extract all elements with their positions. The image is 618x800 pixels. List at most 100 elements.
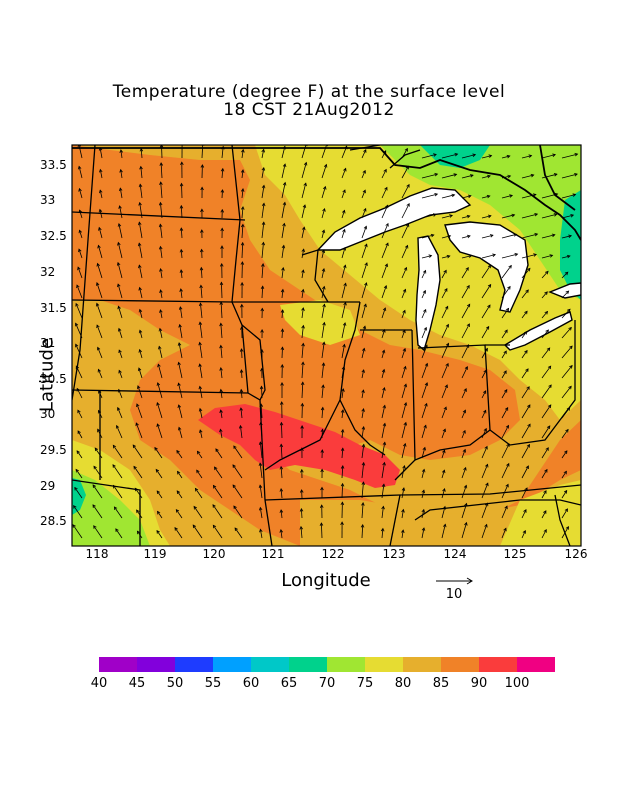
wind-vector bbox=[521, 155, 532, 159]
wind-vector bbox=[341, 483, 343, 499]
wind-vector bbox=[281, 309, 284, 319]
wind-vector bbox=[112, 445, 123, 459]
wind-vector-head bbox=[303, 182, 307, 187]
wind-vector-head bbox=[212, 484, 217, 489]
wind-vector-head bbox=[465, 266, 469, 271]
wind-vector bbox=[281, 182, 286, 199]
wind-vector-head bbox=[544, 310, 549, 315]
wind-vector bbox=[98, 245, 103, 259]
wind-vector-head bbox=[75, 302, 79, 307]
wind-vector-head bbox=[487, 283, 492, 288]
wind-vector bbox=[117, 242, 123, 259]
wind-vector bbox=[401, 443, 406, 459]
wind-vector bbox=[541, 173, 557, 179]
wind-vector bbox=[561, 271, 569, 279]
wind-vector bbox=[260, 422, 263, 439]
wind-vector-head bbox=[343, 264, 347, 269]
wind-vector bbox=[199, 386, 203, 399]
wind-vector bbox=[200, 285, 203, 299]
wind-vector-head bbox=[382, 307, 387, 311]
wind-vector bbox=[561, 450, 568, 459]
wind-vector bbox=[261, 222, 265, 239]
wind-vector bbox=[521, 487, 528, 499]
wind-vector-head bbox=[402, 329, 406, 334]
wind-vector-head bbox=[341, 388, 345, 392]
wind-vector-head bbox=[403, 266, 408, 271]
wind-vector bbox=[561, 526, 569, 539]
wind-vector-head bbox=[259, 403, 264, 407]
wind-vector bbox=[113, 485, 123, 499]
wind-vector bbox=[341, 283, 347, 299]
wind-vector-head bbox=[118, 369, 122, 374]
wind-vector bbox=[421, 447, 426, 459]
wind-vector-head bbox=[424, 402, 428, 407]
wind-vector-head bbox=[322, 341, 326, 346]
wind-vector-head bbox=[92, 484, 96, 489]
wind-vector bbox=[461, 410, 466, 419]
wind-vector-head bbox=[563, 489, 568, 494]
x-axis-label: Longitude bbox=[281, 570, 371, 591]
wind-vector-head bbox=[282, 201, 287, 206]
wind-vector bbox=[441, 306, 449, 319]
wind-vector bbox=[381, 187, 388, 199]
wind-vector-head bbox=[301, 324, 305, 329]
wind-vector-head bbox=[505, 424, 509, 429]
wind-vector bbox=[401, 330, 406, 339]
wind-vector-head bbox=[301, 307, 305, 311]
wind-vector bbox=[133, 466, 143, 479]
wind-vector-head bbox=[179, 269, 184, 273]
wind-vector-head bbox=[545, 447, 549, 451]
wind-vector-head bbox=[523, 330, 528, 335]
wind-vector-head bbox=[77, 266, 81, 271]
wind-vector-head bbox=[323, 163, 328, 168]
wind-vector bbox=[341, 429, 344, 439]
wind-vector-head bbox=[219, 281, 224, 286]
wind-vector-head bbox=[238, 424, 243, 429]
wind-vector bbox=[192, 524, 203, 539]
wind-vector bbox=[481, 264, 491, 279]
wind-vector bbox=[381, 506, 384, 519]
colorbar-swatch bbox=[441, 657, 479, 672]
wind-vector-head bbox=[403, 365, 407, 370]
wind-vector-head bbox=[381, 505, 385, 510]
wind-vector bbox=[381, 405, 386, 419]
wind-vector-head bbox=[117, 305, 121, 310]
wind-vector-head bbox=[301, 288, 305, 293]
wind-vector-head bbox=[322, 303, 326, 308]
colorbar-label-60: 60 bbox=[242, 676, 260, 691]
wind-vector bbox=[259, 442, 263, 459]
wind-vector bbox=[541, 329, 549, 339]
wind-vector-head bbox=[301, 248, 305, 253]
wind-vector-head bbox=[155, 468, 160, 473]
wind-vector-head bbox=[75, 343, 79, 348]
wind-vector-head bbox=[445, 305, 449, 310]
wind-vector-head bbox=[382, 461, 386, 466]
wind-vector bbox=[259, 507, 263, 519]
wind-vector bbox=[98, 390, 103, 399]
wind-vector bbox=[381, 528, 384, 539]
x-tick-125: 125 bbox=[503, 547, 527, 561]
wind-vector-head bbox=[93, 465, 97, 470]
wind-vector bbox=[157, 382, 163, 399]
wind-vector-head bbox=[563, 470, 567, 475]
wind-vector bbox=[197, 451, 203, 459]
wind-vector-head bbox=[159, 289, 163, 294]
wind-vector-head bbox=[97, 409, 102, 414]
wind-vector-head bbox=[232, 464, 236, 468]
y-tick-31.5: 31.5 bbox=[40, 301, 67, 315]
wind-vector-head bbox=[134, 487, 139, 492]
wind-vector-head bbox=[513, 233, 518, 237]
wind-vector-head bbox=[137, 385, 141, 389]
wind-vector bbox=[134, 488, 143, 499]
wind-vector-head bbox=[280, 288, 285, 293]
wind-vector-head bbox=[258, 506, 263, 511]
wind-vector bbox=[421, 509, 425, 519]
wind-vector-head bbox=[112, 484, 117, 489]
wind-vector bbox=[220, 323, 223, 339]
wind-vector-head bbox=[484, 347, 488, 352]
wind-vector bbox=[441, 288, 448, 299]
wind-vector-head bbox=[138, 201, 142, 206]
wind-vector-head bbox=[361, 425, 366, 430]
wind-vector-head bbox=[363, 225, 368, 230]
wind-vector bbox=[361, 170, 366, 179]
